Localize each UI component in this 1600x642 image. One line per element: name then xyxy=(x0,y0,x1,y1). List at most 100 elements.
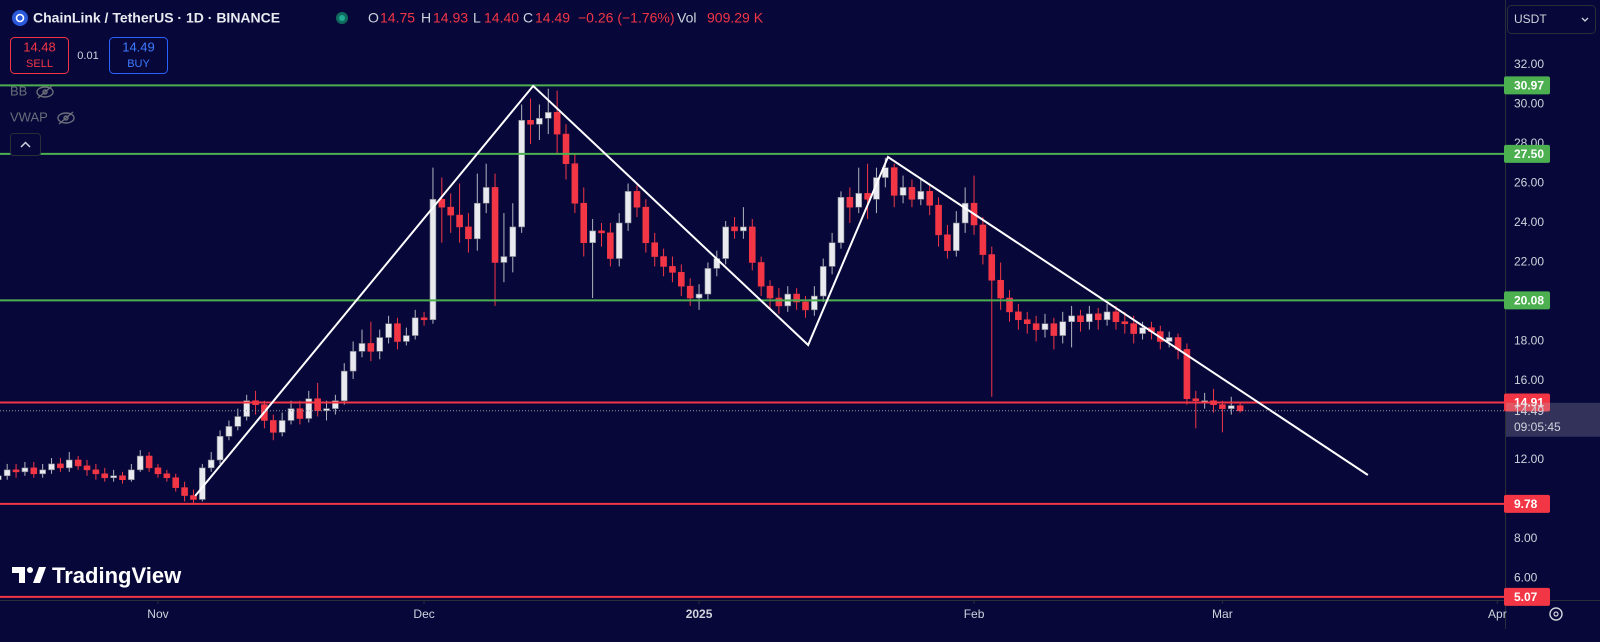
currency-label: USDT xyxy=(1514,12,1547,26)
x-tick-label: 2025 xyxy=(686,607,713,621)
candle-body xyxy=(1094,313,1102,321)
candle-body xyxy=(119,475,126,481)
candle-body xyxy=(145,455,153,469)
level-label: 5.07 xyxy=(1514,590,1538,604)
y-tick-label: 6.00 xyxy=(1514,571,1538,585)
candle-body xyxy=(1130,323,1137,334)
candle-body xyxy=(57,463,64,469)
candle-body xyxy=(926,191,933,206)
currency-chevron xyxy=(1581,17,1589,22)
candle-body xyxy=(287,408,295,421)
sell-price: 14.48 xyxy=(23,39,56,54)
ohlc-value: 14.49 xyxy=(535,10,570,26)
indicator-name[interactable]: BB xyxy=(10,83,27,98)
candle-body xyxy=(74,459,82,467)
candle-body xyxy=(136,455,144,471)
sell-button[interactable] xyxy=(10,37,69,74)
candle-body xyxy=(802,301,809,311)
candle-body xyxy=(456,214,463,228)
candle-body xyxy=(952,222,960,251)
candle-body xyxy=(48,463,55,471)
candle-body xyxy=(589,230,596,244)
candle-body xyxy=(748,226,756,263)
candle-body xyxy=(278,420,286,433)
countdown: 09:05:45 xyxy=(1514,420,1561,434)
candle-body xyxy=(110,475,117,479)
bottom-strip xyxy=(0,629,1600,642)
candle-body xyxy=(1015,311,1022,321)
last-price-box xyxy=(1506,402,1600,437)
candle-body xyxy=(1086,313,1093,323)
candle-body xyxy=(1121,321,1129,324)
hidden-icon[interactable] xyxy=(36,85,54,99)
candle-body xyxy=(615,222,623,259)
candle-body xyxy=(349,351,357,372)
candle-body xyxy=(837,197,845,244)
candle-body xyxy=(722,226,729,259)
collapse-button[interactable] xyxy=(10,133,41,156)
candle-body xyxy=(181,487,188,496)
candle-body xyxy=(305,398,313,419)
x-tick-label: Dec xyxy=(413,607,434,621)
level-label: 20.08 xyxy=(1514,294,1544,308)
candle-body xyxy=(580,202,588,244)
buy-button[interactable] xyxy=(109,37,168,74)
candle-body xyxy=(465,226,472,240)
candle-body xyxy=(332,400,339,409)
level-label-box xyxy=(1504,393,1550,412)
candle-body xyxy=(624,191,632,224)
candle-body xyxy=(518,119,525,228)
indicator-name[interactable]: VWAP xyxy=(10,109,48,124)
candle-body xyxy=(536,118,543,125)
candle-body xyxy=(1059,321,1067,336)
last-price-label: 14.49 xyxy=(1514,404,1544,418)
candle-body xyxy=(669,266,676,273)
ohlc-label: C xyxy=(523,10,533,26)
candle-body xyxy=(686,285,694,299)
y-tick-label: 32.00 xyxy=(1514,57,1544,71)
candle-body xyxy=(988,254,996,281)
candle-body xyxy=(101,473,109,479)
candle-body xyxy=(3,469,11,477)
candle-body xyxy=(1139,327,1146,334)
candle-body xyxy=(873,177,880,200)
candle-body xyxy=(935,204,942,236)
collapse-icon xyxy=(20,141,31,148)
candle-body xyxy=(491,187,499,263)
y-tick-label: 22.00 xyxy=(1514,255,1544,269)
candle-body xyxy=(340,370,348,402)
hidden-icon[interactable] xyxy=(57,111,75,125)
candle-body xyxy=(731,226,738,232)
plot-area xyxy=(0,84,1505,598)
candle-body xyxy=(296,408,304,419)
currency-button[interactable] xyxy=(1507,5,1596,34)
candle-body xyxy=(376,337,384,352)
candle-body xyxy=(757,262,765,287)
candle-body xyxy=(890,167,898,196)
y-tick-label: 18.00 xyxy=(1514,334,1544,348)
y-tick-label: 16.00 xyxy=(1514,373,1544,387)
candle-body xyxy=(411,317,419,336)
candle-body xyxy=(128,469,135,481)
candle-body xyxy=(740,226,747,232)
settings-button[interactable] xyxy=(1549,607,1563,621)
candle-body xyxy=(367,343,375,352)
candle-body xyxy=(39,469,46,475)
ohlc-value: 14.93 xyxy=(433,10,468,26)
candle-body xyxy=(562,133,570,165)
candle-body xyxy=(12,469,20,473)
symbol-title[interactable]: ChainLink / TetherUS · 1D · BINANCE xyxy=(33,10,280,26)
candle-body xyxy=(1041,323,1049,330)
candle-body xyxy=(225,426,233,437)
sell-label: SELL xyxy=(26,58,53,70)
x-tick-label: Mar xyxy=(1212,607,1233,621)
candle-body xyxy=(207,459,215,469)
candle-body xyxy=(997,279,1004,299)
candle-body xyxy=(642,206,650,244)
logo-text: TradingView xyxy=(52,563,182,588)
candle-body xyxy=(704,268,712,295)
candle-body xyxy=(1112,311,1120,323)
